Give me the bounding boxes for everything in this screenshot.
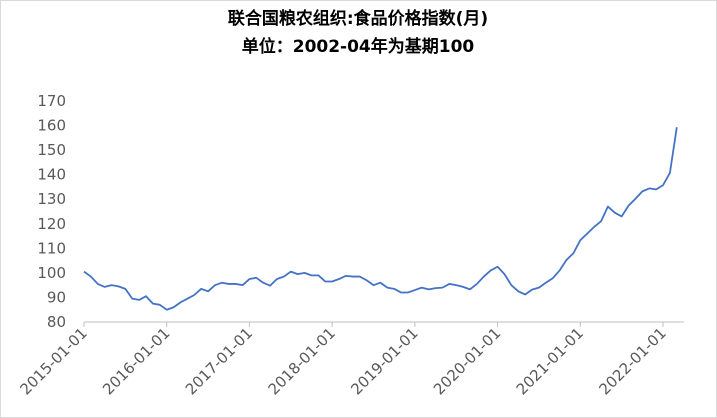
chart-title: 联合国粮农组织:食品价格指数(月) (228, 8, 488, 29)
y-tick-label: 130 (37, 190, 66, 208)
y-tick-label: 90 (47, 288, 66, 306)
y-tick-label: 100 (37, 264, 66, 282)
y-tick-label: 80 (47, 313, 66, 331)
chart-subtitle: 单位：2002-04年为基期100 (242, 36, 475, 57)
y-tick-label: 150 (37, 141, 66, 159)
y-tick-label: 110 (37, 239, 66, 257)
y-tick-label: 140 (37, 166, 66, 184)
line (83, 127, 678, 311)
y-tick-label: 160 (37, 117, 66, 135)
y-tick-label: 120 (37, 215, 66, 233)
y-tick-label: 170 (37, 92, 66, 110)
